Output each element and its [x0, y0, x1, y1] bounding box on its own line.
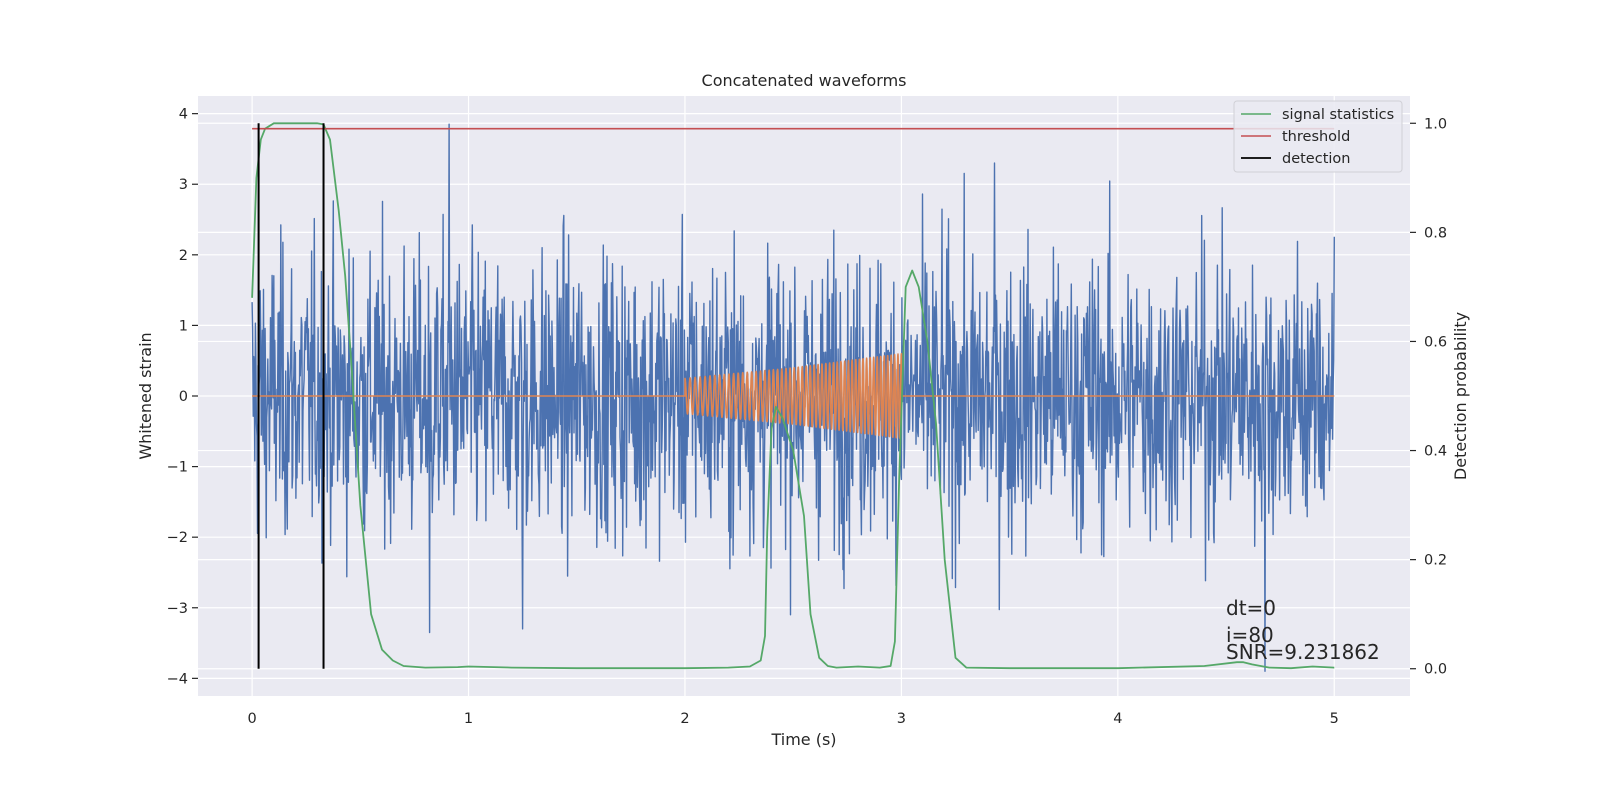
y-tick-label: 4: [179, 107, 188, 123]
y-axis-ticks: −4 −3 −2 −1 0 1 2 3 4: [167, 107, 198, 687]
x-axis-label: Time (s): [770, 730, 836, 749]
annotation-snr: SNR=9.231862: [1226, 640, 1380, 664]
y2-axis-ticks: 0.0 0.2 0.4 0.6 0.8 1.0: [1410, 116, 1447, 678]
x-axis-ticks: 0 1 2 3 4 5: [247, 711, 1338, 727]
legend-label-threshold: threshold: [1282, 129, 1350, 145]
x-tick-label: 3: [897, 711, 906, 727]
x-tick-label: 0: [247, 711, 256, 727]
y-tick-label: −2: [167, 530, 188, 546]
x-tick-label: 2: [680, 711, 689, 727]
y-tick-label: 2: [179, 248, 188, 264]
y2-tick-label: 0.8: [1424, 225, 1447, 241]
y2-axis-label: Detection probability: [1451, 312, 1470, 480]
chart-title: Concatenated waveforms: [702, 71, 907, 90]
annotation-dt: dt=0: [1226, 596, 1276, 620]
series-noise: [251, 123, 1336, 672]
y-tick-label: 0: [179, 389, 188, 405]
series-chirp: [252, 352, 1335, 439]
legend-box: [1233, 100, 1403, 173]
y2-tick-label: 0.4: [1424, 444, 1447, 460]
legend-label-detection: detection: [1282, 151, 1350, 167]
y-tick-label: −3: [167, 601, 188, 617]
y-tick-label: −4: [167, 671, 188, 687]
chirp-line: [252, 352, 1335, 439]
x-tick-label: 5: [1330, 711, 1339, 727]
y2-tick-label: 0.0: [1424, 662, 1447, 678]
y-axis-label: Whitened strain: [136, 332, 155, 459]
signal-statistics-line: [251, 122, 1335, 670]
legend: signal statistics threshold detection: [1233, 100, 1403, 173]
x-tick-label: 1: [464, 711, 473, 727]
y-tick-label: 1: [179, 318, 188, 334]
series-signal-statistics: [251, 122, 1335, 670]
x-tick-label: 4: [1113, 711, 1122, 727]
series-detection: [257, 123, 325, 669]
y-tick-label: 3: [179, 177, 188, 193]
y2-tick-label: 0.2: [1424, 553, 1447, 569]
y-tick-label: −1: [167, 460, 188, 476]
y2-tick-label: 0.6: [1424, 334, 1447, 350]
legend-label-signal-statistics: signal statistics: [1282, 107, 1394, 123]
annotation-index: i=80: [1226, 623, 1274, 647]
y2-tick-label: 1.0: [1424, 116, 1447, 132]
noise-line: [251, 123, 1336, 672]
